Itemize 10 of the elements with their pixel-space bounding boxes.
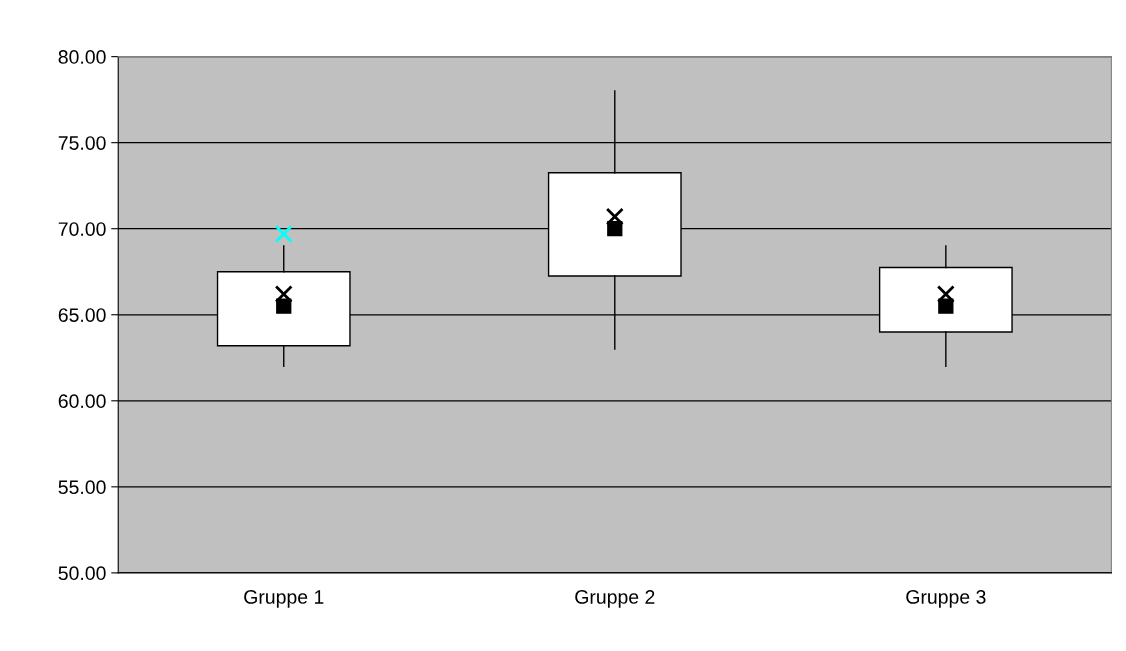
y-tick-label: 55.00: [58, 480, 106, 495]
y-tick-label: 50.00: [58, 566, 106, 581]
y-tick-label: 80.00: [58, 50, 106, 64]
y-tick-label: 65.00: [58, 308, 106, 322]
y-tick-label: 60.00: [58, 394, 106, 409]
x-tick-label: Gruppe 3: [906, 590, 986, 608]
x-tick-label: Gruppe 2: [575, 590, 655, 608]
x-tick-label: Gruppe 1: [244, 590, 324, 608]
y-tick-label: 70.00: [58, 222, 106, 236]
y-tick-label: 75.00: [58, 136, 106, 150]
